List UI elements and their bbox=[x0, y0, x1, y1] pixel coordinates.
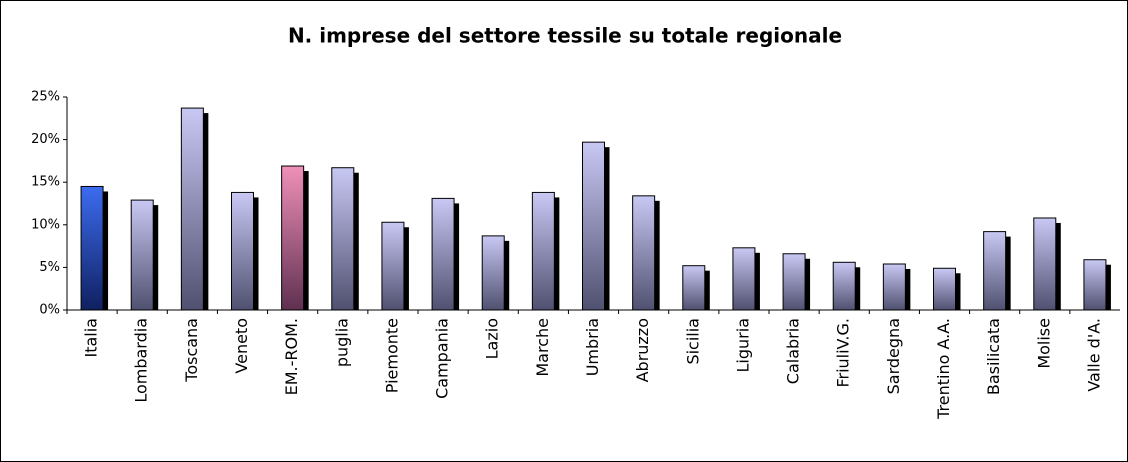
x-tick-label: Abruzzo bbox=[633, 318, 652, 382]
bar bbox=[531, 191, 555, 311]
x-tick-label: Trentino A.A. bbox=[934, 318, 953, 420]
x-tick-label: Italia bbox=[82, 318, 101, 358]
x-tick-label: Piemonte bbox=[382, 318, 401, 393]
x-tick-label: Valle d'A. bbox=[1084, 318, 1103, 392]
bar bbox=[832, 261, 856, 311]
y-tick-label: 0% bbox=[39, 303, 60, 318]
bar bbox=[481, 235, 505, 311]
bar bbox=[331, 167, 355, 311]
y-tick-label: 15% bbox=[31, 175, 60, 190]
x-tick-label: Lazio bbox=[483, 318, 502, 359]
x-tick-label: Liguria bbox=[733, 318, 752, 372]
x-tick-label: Campania bbox=[433, 318, 452, 399]
x-tick-label: EM.-ROM. bbox=[282, 318, 301, 395]
y-tick-label: 20% bbox=[31, 132, 60, 147]
bar bbox=[782, 253, 806, 311]
x-tick-label: Molise bbox=[1034, 318, 1053, 369]
bar bbox=[732, 247, 756, 311]
bar bbox=[180, 107, 204, 311]
x-tick-label: Marche bbox=[533, 318, 552, 377]
bar bbox=[1083, 259, 1107, 311]
x-tick-label: Sicilia bbox=[683, 318, 702, 365]
y-tick-label: 25% bbox=[31, 90, 60, 105]
bar bbox=[632, 195, 656, 311]
bar bbox=[231, 191, 254, 311]
y-tick-label: 10% bbox=[31, 217, 60, 232]
bar bbox=[682, 265, 706, 311]
x-tick-label: FriuliV.G. bbox=[834, 318, 853, 388]
x-tick-label: Umbria bbox=[583, 318, 602, 376]
x-tick-label: puglia bbox=[332, 318, 351, 367]
bar bbox=[882, 263, 906, 311]
bar bbox=[933, 267, 956, 311]
bar bbox=[281, 165, 305, 311]
y-tick-label: 5% bbox=[39, 260, 60, 275]
x-tick-label: Calabria bbox=[784, 318, 803, 384]
bar bbox=[381, 221, 405, 311]
chart-title: N. imprese del settore tessile su totale… bbox=[288, 24, 842, 48]
bar bbox=[1033, 217, 1057, 311]
x-tick-label: Basilicata bbox=[984, 318, 1003, 395]
x-tick-label: Veneto bbox=[232, 318, 251, 374]
x-tick-label: Toscana bbox=[182, 318, 201, 383]
bar bbox=[582, 141, 605, 311]
x-tick-label: Lombardia bbox=[132, 318, 151, 403]
bar bbox=[431, 197, 455, 311]
bar bbox=[130, 199, 154, 311]
bar bbox=[80, 185, 104, 311]
x-tick-label: Sardegna bbox=[884, 318, 903, 394]
bar bbox=[983, 231, 1007, 311]
